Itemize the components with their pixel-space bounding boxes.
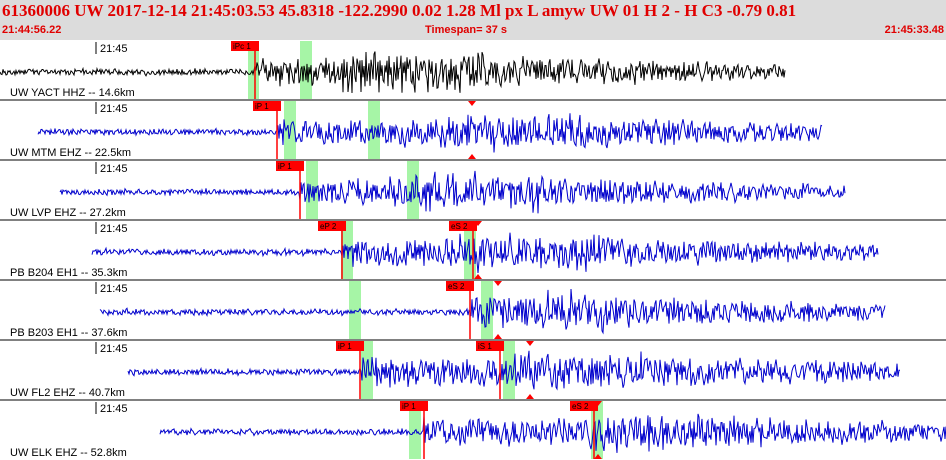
minute-tick-label: 21:45 [100,103,128,115]
seismogram-trace [127,350,900,391]
marker-triangle-top [474,221,482,226]
event-header: 61360006 UW 2017-12-14 21:45:03.53 45.83… [0,0,946,40]
marker-triangle-top [468,101,476,106]
time-window-highlight [300,41,312,99]
minute-tick-label: 21:45 [100,403,128,415]
pick-label: iS 1 [478,342,492,351]
pick-label-box [276,161,304,171]
pick-label: eP 2 [320,222,337,231]
pick-label: eS 2 [448,282,465,291]
pick-label-box [231,41,259,51]
minute-tick-label: 21:45 [100,43,128,55]
seismogram-trace [37,113,823,153]
time-window-highlight [248,41,259,99]
pick-label: iPc 1 [233,42,251,51]
seismogram-trace [91,232,879,274]
time-window-highlight [368,101,380,159]
minute-tick-label: 21:45 [100,163,128,175]
pick-label: iP 1 [255,102,269,111]
pick-label: iP 1 [338,342,352,351]
seismogram-trace [0,51,786,94]
marker-triangle-top [594,401,602,406]
time-window-highlight [306,161,318,219]
seismogram-trace [59,170,846,214]
station-label: UW YACT HHZ -- 14.6km [10,87,135,99]
marker-triangle-bottom [468,154,476,159]
seismogram-trace [159,413,946,453]
station-label: UW ELK EHZ -- 52.8km [10,447,127,459]
pick-label-box [336,341,364,351]
event-summary-line: 61360006 UW 2017-12-14 21:45:03.53 45.83… [2,1,797,20]
station-label: PB B204 EH1 -- 35.3km [10,267,127,279]
pick-label: eS 2 [451,222,468,231]
marker-triangle-bottom [526,394,534,399]
seismogram-trace [99,288,886,335]
marker-triangle-top [526,341,534,346]
station-label: UW FL2 EHZ -- 40.7km [10,387,125,399]
marker-triangle-bottom [494,334,502,339]
end-time: 21:45:33.48 [884,24,944,36]
pick-label-box [449,221,477,231]
timespan: Timespan= 37 s [425,24,508,36]
pick-label-box [476,341,504,351]
pick-label: iP 1 [402,402,416,411]
seismogram-plot[interactable]: 21:45 iPc 1 UW YACT HHZ -- 14.6km 21:45 iP 1… [0,40,946,460]
pick-label-box [446,281,474,291]
pick-label-box [318,221,346,231]
station-label: UW LVP EHZ -- 27.2km [10,207,126,219]
station-label: UW MTM EHZ -- 22.5km [10,147,131,159]
station-label: PB B203 EH1 -- 37.6km [10,327,127,339]
pick-label: eS 2 [572,402,589,411]
pick-label-box [570,401,598,411]
pick-label: iP 1 [278,162,292,171]
marker-triangle-bottom [594,454,602,459]
marker-triangle-bottom [474,274,482,279]
marker-triangle-top [494,281,502,286]
pick-label-box [400,401,428,411]
minute-tick-label: 21:45 [100,223,128,235]
minute-tick-label: 21:45 [100,343,128,355]
start-time: 21:44:56.22 [2,24,62,36]
pick-label-box [253,101,281,111]
minute-tick-label: 21:45 [100,283,128,295]
